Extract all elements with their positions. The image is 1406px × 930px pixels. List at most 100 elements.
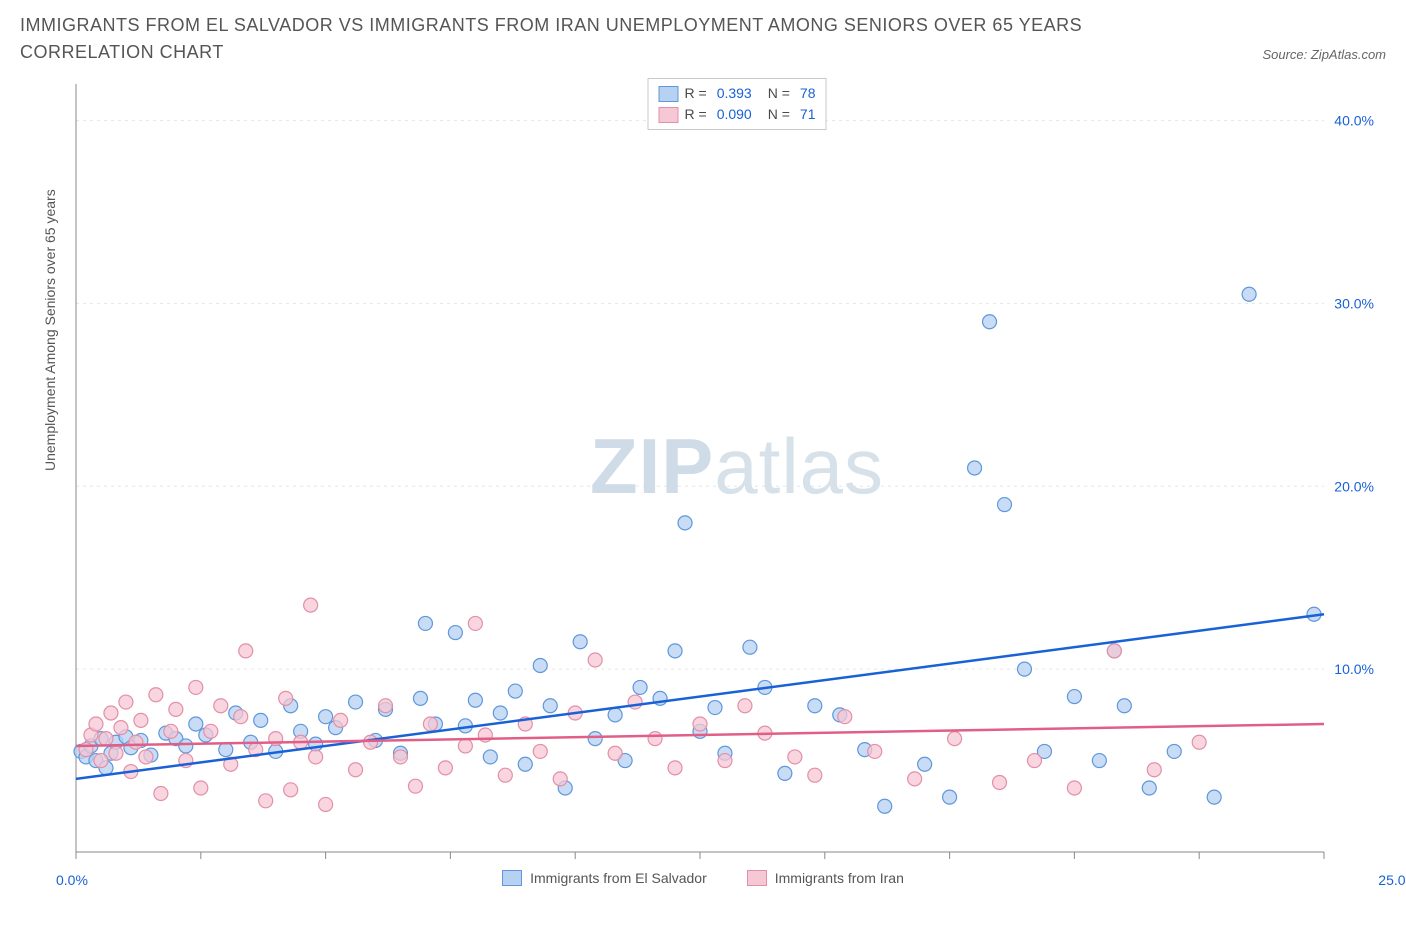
x-axis-min-label: 0.0% bbox=[56, 872, 88, 888]
chart-title: IMMIGRANTS FROM EL SALVADOR VS IMMIGRANT… bbox=[20, 12, 1120, 66]
y-axis-label: Unemployment Among Seniors over 65 years bbox=[42, 189, 58, 471]
data-point bbox=[1067, 781, 1081, 795]
regression-line bbox=[76, 614, 1324, 779]
swatch-series-2-bottom bbox=[747, 870, 767, 886]
data-point bbox=[943, 790, 957, 804]
data-point bbox=[1092, 754, 1106, 768]
data-point bbox=[169, 702, 183, 716]
data-point bbox=[693, 717, 707, 731]
chart-container: Unemployment Among Seniors over 65 years… bbox=[54, 76, 1406, 866]
series-2-name: Immigrants from Iran bbox=[775, 870, 904, 886]
data-point bbox=[1067, 690, 1081, 704]
svg-text:10.0%: 10.0% bbox=[1334, 661, 1374, 677]
data-point bbox=[1242, 287, 1256, 301]
data-point bbox=[458, 739, 472, 753]
data-point bbox=[319, 797, 333, 811]
swatch-series-1 bbox=[659, 86, 679, 102]
data-point bbox=[648, 732, 662, 746]
data-point bbox=[1147, 763, 1161, 777]
data-point bbox=[868, 744, 882, 758]
data-point bbox=[129, 735, 143, 749]
swatch-series-2 bbox=[659, 107, 679, 123]
data-point bbox=[493, 706, 507, 720]
data-point bbox=[379, 699, 393, 713]
data-point bbox=[239, 644, 253, 658]
data-point bbox=[194, 781, 208, 795]
data-point bbox=[838, 710, 852, 724]
data-point bbox=[418, 616, 432, 630]
data-point bbox=[319, 710, 333, 724]
data-point bbox=[1167, 744, 1181, 758]
data-point bbox=[678, 516, 692, 530]
data-point bbox=[468, 693, 482, 707]
swatch-series-1-bottom bbox=[502, 870, 522, 886]
data-point bbox=[189, 680, 203, 694]
data-point bbox=[393, 750, 407, 764]
data-point bbox=[114, 721, 128, 735]
svg-text:30.0%: 30.0% bbox=[1334, 295, 1374, 311]
legend-item-series-1: Immigrants from El Salvador bbox=[502, 870, 707, 886]
stats-legend: R =0.393 N =78 R =0.090 N =71 bbox=[648, 78, 827, 130]
legend-item-series-2: Immigrants from Iran bbox=[747, 870, 904, 886]
data-point bbox=[284, 783, 298, 797]
r-value-series-2: 0.090 bbox=[717, 104, 752, 125]
data-point bbox=[349, 763, 363, 777]
data-point bbox=[588, 653, 602, 667]
data-point bbox=[99, 732, 113, 746]
data-point bbox=[408, 779, 422, 793]
data-point bbox=[878, 799, 892, 813]
data-point bbox=[234, 710, 248, 724]
data-point bbox=[448, 626, 462, 640]
data-point bbox=[259, 794, 273, 808]
legend-row-series-1: R =0.393 N =78 bbox=[659, 83, 816, 104]
data-point bbox=[104, 706, 118, 720]
data-point bbox=[334, 713, 348, 727]
data-point bbox=[948, 732, 962, 746]
svg-text:40.0%: 40.0% bbox=[1334, 113, 1374, 129]
data-point bbox=[279, 691, 293, 705]
data-point bbox=[438, 761, 452, 775]
x-axis-legend: Immigrants from El Salvador Immigrants f… bbox=[20, 870, 1386, 886]
data-point bbox=[608, 746, 622, 760]
data-point bbox=[908, 772, 922, 786]
data-point bbox=[708, 701, 722, 715]
data-point bbox=[1117, 699, 1131, 713]
data-point bbox=[89, 717, 103, 731]
r-value-series-1: 0.393 bbox=[717, 83, 752, 104]
data-point bbox=[1142, 781, 1156, 795]
data-point bbox=[778, 766, 792, 780]
svg-text:20.0%: 20.0% bbox=[1334, 478, 1374, 494]
data-point bbox=[588, 732, 602, 746]
data-point bbox=[518, 757, 532, 771]
data-point bbox=[808, 768, 822, 782]
data-point bbox=[204, 724, 218, 738]
data-point bbox=[983, 315, 997, 329]
data-point bbox=[189, 717, 203, 731]
data-point bbox=[219, 743, 233, 757]
data-point bbox=[498, 768, 512, 782]
data-point bbox=[508, 684, 522, 698]
data-point bbox=[214, 699, 228, 713]
data-point bbox=[668, 761, 682, 775]
data-point bbox=[738, 699, 752, 713]
source-attribution: Source: ZipAtlas.com bbox=[1262, 47, 1386, 62]
legend-row-series-2: R =0.090 N =71 bbox=[659, 104, 816, 125]
data-point bbox=[309, 750, 323, 764]
data-point bbox=[468, 616, 482, 630]
data-point bbox=[109, 746, 123, 760]
data-point bbox=[304, 598, 318, 612]
data-point bbox=[134, 713, 148, 727]
data-point bbox=[743, 640, 757, 654]
data-point bbox=[179, 739, 193, 753]
data-point bbox=[149, 688, 163, 702]
data-point bbox=[993, 776, 1007, 790]
data-point bbox=[668, 644, 682, 658]
data-point bbox=[633, 680, 647, 694]
data-point bbox=[164, 724, 178, 738]
data-point bbox=[1017, 662, 1031, 676]
data-point bbox=[119, 695, 133, 709]
data-point bbox=[608, 708, 622, 722]
data-point bbox=[254, 713, 268, 727]
data-point bbox=[1192, 735, 1206, 749]
series-1-name: Immigrants from El Salvador bbox=[530, 870, 707, 886]
